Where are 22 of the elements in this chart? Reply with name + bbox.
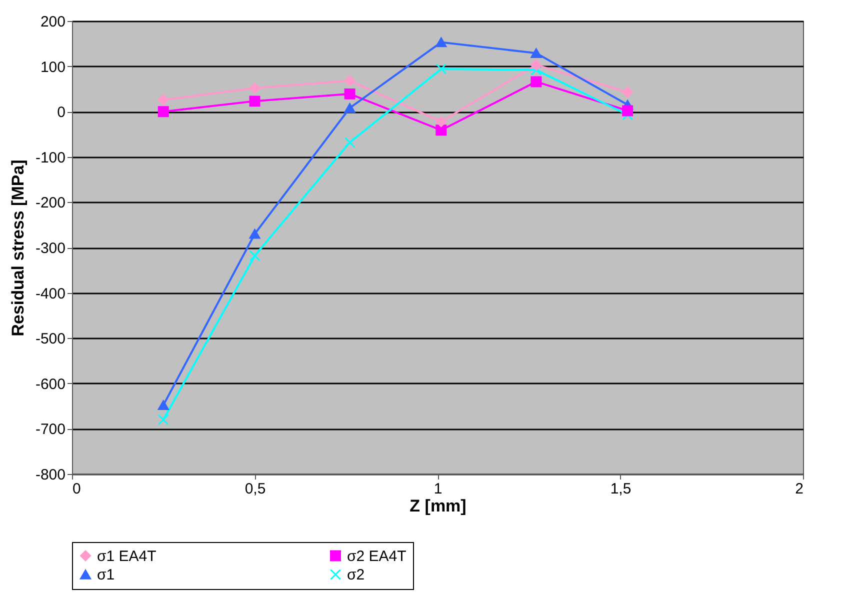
legend-label: σ1 EA4T bbox=[97, 548, 156, 565]
y-tick-label: -400 bbox=[35, 285, 66, 302]
y-tick-label: -100 bbox=[35, 149, 66, 166]
x-tick-label: 0,5 bbox=[244, 480, 266, 498]
y-tick-label: 200 bbox=[40, 14, 66, 30]
legend-label: σ2 bbox=[347, 566, 365, 584]
y-tick-label: 0 bbox=[57, 104, 66, 122]
y-tick-label: -800 bbox=[35, 466, 66, 484]
y-tick-label: -300 bbox=[35, 240, 66, 257]
y-tick-label: 100 bbox=[40, 58, 66, 76]
y-tick-label: -700 bbox=[35, 421, 66, 438]
legend-label: σ2 EA4T bbox=[347, 548, 406, 565]
x-tick-label: 1 bbox=[434, 480, 442, 498]
x-tick-label: 1,5 bbox=[610, 480, 632, 498]
y-axis-title: Residual stress [MPa] bbox=[8, 160, 28, 336]
y-tick-label: -500 bbox=[35, 330, 66, 348]
y-tick-label: -200 bbox=[35, 194, 66, 212]
x-axis-title: Z [mm] bbox=[410, 496, 466, 516]
x-tick-label: 0 bbox=[72, 480, 81, 498]
y-tick-label: -600 bbox=[35, 376, 66, 393]
legend-label: σ1 bbox=[97, 566, 115, 584]
x-tick-label: 2 bbox=[795, 480, 804, 498]
